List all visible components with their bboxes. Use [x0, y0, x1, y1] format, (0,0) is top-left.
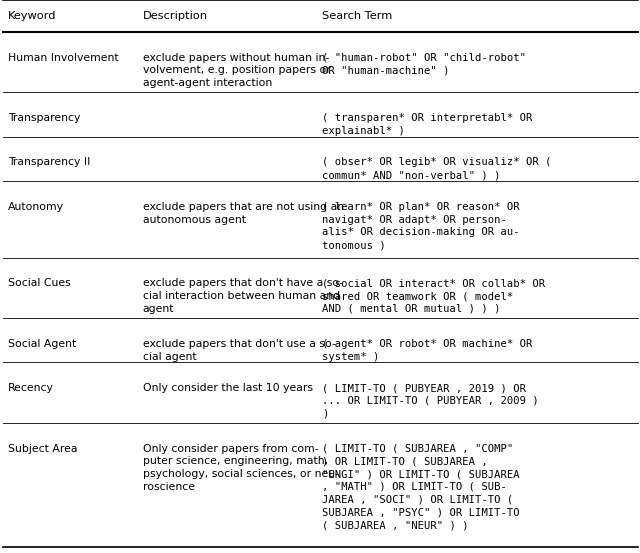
- Text: Recency: Recency: [8, 383, 54, 393]
- Text: Search Term: Search Term: [322, 11, 392, 21]
- Text: Description: Description: [143, 11, 208, 21]
- Text: exclude papers that don't have a so-
cial interaction between human and
agent: exclude papers that don't have a so- cia…: [143, 278, 343, 314]
- Text: exclude papers without human in-
volvement, e.g. position papers or
agent-agent : exclude papers without human in- volveme…: [143, 53, 330, 88]
- Text: Transparency II: Transparency II: [8, 158, 91, 168]
- Text: Transparency: Transparency: [8, 113, 81, 123]
- Text: Only consider the last 10 years: Only consider the last 10 years: [143, 383, 313, 393]
- Text: ( LIMIT-TO ( PUBYEAR , 2019 ) OR
... OR LIMIT-TO ( PUBYEAR , 2009 )
): ( LIMIT-TO ( PUBYEAR , 2019 ) OR ... OR …: [322, 383, 539, 419]
- Text: Keyword: Keyword: [8, 11, 57, 21]
- Text: Autonomy: Autonomy: [8, 202, 64, 212]
- Text: ( transparen* OR interpretabl* OR
explainabl* ): ( transparen* OR interpretabl* OR explai…: [322, 113, 532, 136]
- Text: ( obser* OR legib* OR visualiz* OR (
commun* AND "non-verbal" ) ): ( obser* OR legib* OR visualiz* OR ( com…: [322, 158, 552, 180]
- Text: ( learn* OR plan* OR reason* OR
navigat* OR adapt* OR person-
alis* OR decision-: ( learn* OR plan* OR reason* OR navigat*…: [322, 202, 520, 250]
- Text: ( social OR interact* OR collab* OR
shared OR teamwork OR ( model*
AND ( mental : ( social OR interact* OR collab* OR shar…: [322, 278, 545, 314]
- Text: Social Agent: Social Agent: [8, 339, 77, 349]
- Text: ( agent* OR robot* OR machine* OR
system* ): ( agent* OR robot* OR machine* OR system…: [322, 339, 532, 362]
- Text: Only consider papers from com-
puter science, engineering, math,
psychology, soc: Only consider papers from com- puter sci…: [143, 444, 339, 492]
- Text: Subject Area: Subject Area: [8, 444, 78, 453]
- Text: ( LIMIT-TO ( SUBJAREA , "COMP"
) OR LIMIT-TO ( SUBJAREA ,
"ENGI" ) OR LIMIT-TO (: ( LIMIT-TO ( SUBJAREA , "COMP" ) OR LIMI…: [322, 444, 520, 530]
- Text: exclude papers that don't use a so-
cial agent: exclude papers that don't use a so- cial…: [143, 339, 335, 362]
- Text: exclude papers that are not using an
autonomous agent: exclude papers that are not using an aut…: [143, 202, 344, 225]
- Text: ( "human-robot" OR "child-robot"
OR "human-machine" ): ( "human-robot" OR "child-robot" OR "hum…: [322, 53, 526, 75]
- Text: Human Involvement: Human Involvement: [8, 53, 119, 62]
- Text: Social Cues: Social Cues: [8, 278, 71, 288]
